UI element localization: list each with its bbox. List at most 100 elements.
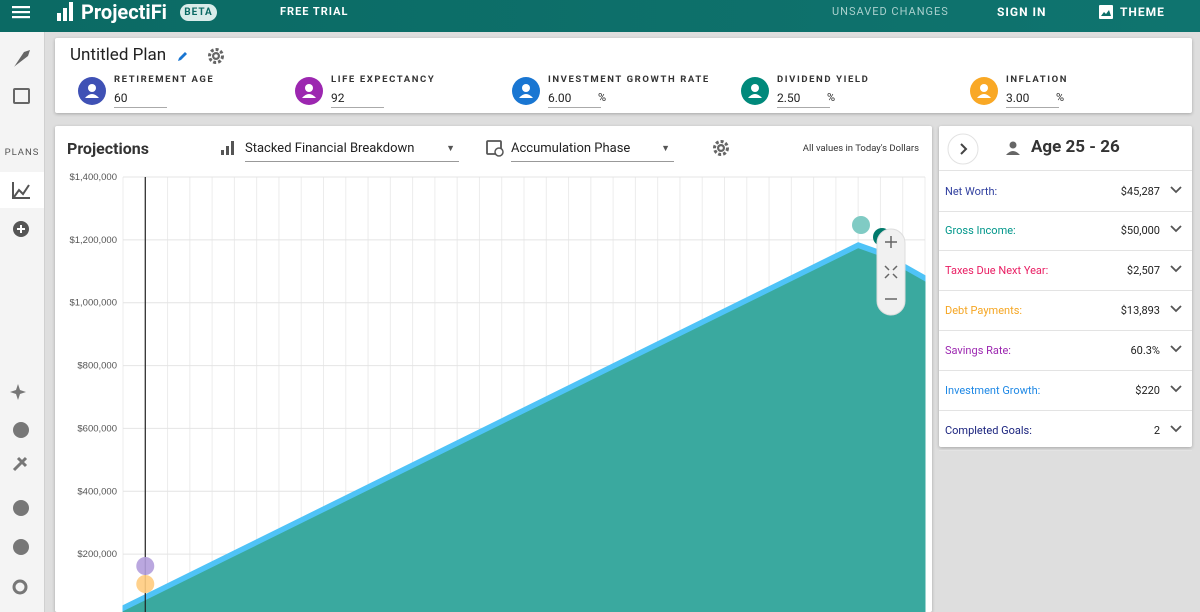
help-icon[interactable] [13,422,29,438]
projection-chart: $200,000 $400,000 $600,000 $800,000 $1,000,0… [69,172,926,612]
y-tick-label: $800,000 [77,361,117,372]
settings-icon[interactable] [13,539,29,555]
field-value[interactable]: 3.00 [1006,91,1059,108]
field-label: INFLATION [1006,74,1069,85]
area [122,242,926,612]
event-marker [136,557,155,575]
field-label: LIFE EXPECTANCY [331,74,436,85]
field-icon [295,77,323,105]
logo [57,2,73,21]
expand-icon[interactable] [1170,384,1182,397]
person-icon [1006,141,1020,155]
top-bar: ProjectiFi BETA FREE TRIAL UNSAVED CHANG… [0,0,1200,32]
summary-row[interactable]: Gross Income: $50,000 [939,210,1192,251]
view-value: Stacked Financial Breakdown [245,141,415,156]
row-value: $2,507 [1126,264,1160,277]
theme-button[interactable]: THEME [1120,5,1165,19]
zoom-reset[interactable] [884,265,898,279]
sidebar: PLANS [0,32,45,612]
zoom-in[interactable] [885,236,897,248]
chart-settings[interactable] [712,139,730,157]
theme-icon [1099,5,1113,19]
zoom-controls [876,228,906,316]
expand-icon[interactable] [1170,344,1182,357]
summary-row[interactable]: Net Worth: $45,287 [939,170,1192,212]
field-icon [512,77,540,105]
calendar-icon[interactable] [13,88,30,104]
y-tick-label: $1,400,000 [69,172,117,183]
plan-title: Untitled Plan [70,45,167,65]
row-value: 60.3% [1130,344,1160,357]
phase-icon [486,140,504,157]
event-marker [136,575,155,593]
beta-badge: BETA [180,4,217,21]
summary-row[interactable]: Savings Rate: 60.3% [939,330,1192,371]
field-unit: % [827,91,836,104]
field-unit: % [1056,91,1065,104]
plan-settings[interactable] [207,47,225,65]
tools-icon[interactable] [12,456,28,472]
field-label: RETIREMENT AGE [114,74,215,85]
summary-row[interactable]: Investment Growth: $220 [939,370,1192,411]
chart-icon[interactable] [12,182,30,199]
row-value: 2 [1153,424,1160,437]
currency-note: All values in Today's Dollars [802,143,919,154]
edit-icon[interactable] [177,50,189,62]
phase-value: Accumulation Phase [511,141,631,156]
y-tick-label: $400,000 [77,486,117,497]
row-label: Debt Payments: [945,304,1023,317]
summary-row[interactable]: Debt Payments: $13,893 [939,290,1192,331]
field-value[interactable]: 6.00 [548,91,601,108]
row-label: Gross Income: [945,224,1016,237]
field-label: INVESTMENT GROWTH RATE [548,74,710,85]
brand: ProjectiFi [81,0,167,24]
launch-icon[interactable] [14,50,30,67]
explore-icon[interactable] [13,500,29,516]
y-tick-label: $1,200,000 [69,235,117,246]
projections-card: Projections Stacked Financial Breakdown ▼… [55,126,932,612]
field-value[interactable]: 60 [114,91,167,108]
expand-icon[interactable] [1170,424,1182,437]
field-value[interactable]: 2.50 [777,91,830,108]
section-label: PLANS [4,147,40,158]
field-label: DIVIDEND YIELD [777,74,870,85]
row-label: Net Worth: [945,185,998,198]
expand-icon[interactable] [1170,264,1182,277]
field-icon [78,77,106,105]
status-text: UNSAVED CHANGES [832,5,949,18]
plan-card: Untitled Plan RETIREMENT AGE 60 LIFE EXPEC… [55,38,1192,113]
row-label: Savings Rate: [945,344,1011,357]
phase-select[interactable]: Accumulation Phase ▼ [511,139,674,162]
summary-row[interactable]: Taxes Due Next Year: $2,507 [939,250,1192,291]
expand-icon[interactable] [1170,224,1182,237]
summary-row[interactable]: Completed Goals: 2 [939,410,1192,451]
magic-icon[interactable] [10,384,26,400]
field-value[interactable]: 92 [331,91,384,108]
y-tick-label: $600,000 [77,423,117,434]
row-value: $13,893 [1120,304,1160,317]
free-trial-link[interactable]: FREE TRIAL [280,5,349,18]
sign-in-button[interactable]: SIGN IN [997,5,1047,19]
projections-title: Projections [67,139,149,158]
next-button[interactable] [947,133,979,165]
expand-icon[interactable] [1170,185,1182,198]
config-icon[interactable] [12,579,28,595]
row-value: $50,000 [1120,224,1160,237]
row-label: Taxes Due Next Year: [945,264,1049,277]
summary-title: Age 25 - 26 [1031,137,1120,157]
menu-button[interactable] [12,4,32,20]
row-value: $220 [1135,384,1160,397]
field-icon [741,77,769,105]
field-icon [970,77,998,105]
goal-marker [852,216,870,234]
row-label: Investment Growth: [945,384,1041,397]
row-value: $45,287 [1120,185,1160,198]
y-tick-label: $200,000 [77,549,117,560]
view-select[interactable]: Stacked Financial Breakdown ▼ [245,139,459,162]
y-tick-label: $1,000,000 [69,298,117,309]
sidebar-icons [0,50,44,595]
view-icon [221,141,234,155]
active-item [0,172,44,208]
expand-icon[interactable] [1170,304,1182,317]
